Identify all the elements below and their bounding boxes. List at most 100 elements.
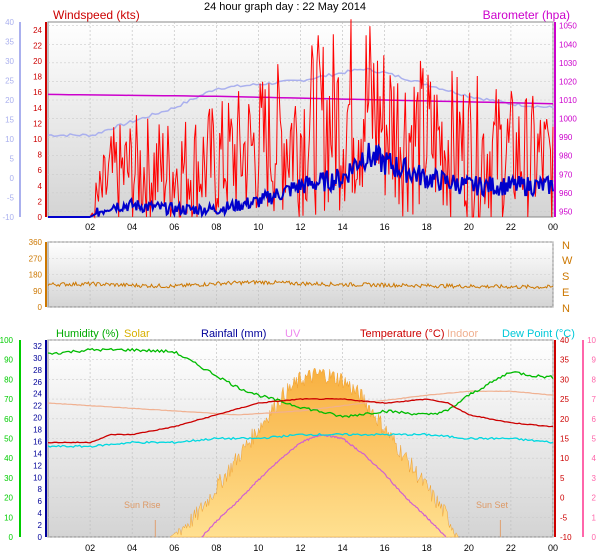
x-tick-label-bottom: 00	[548, 543, 558, 553]
direction-tick: 90	[33, 287, 42, 296]
windspeed-tick: 18	[33, 73, 42, 82]
rainfall-tick: 14	[33, 449, 42, 458]
humidity-tick: 80	[4, 375, 13, 384]
humidity-tick: 30	[4, 474, 13, 483]
windspeed-tick: 6	[38, 166, 43, 175]
windspeed-tick: 24	[33, 26, 42, 35]
barometer-tick: 1050	[559, 22, 577, 31]
rainfall-tick: 6	[38, 497, 43, 506]
compass-label: N	[562, 303, 570, 315]
legend-uv: UV	[285, 328, 301, 340]
x-tick-label-bottom: 02	[85, 543, 95, 553]
humidity-tick: 50	[4, 435, 13, 444]
windspeed-tick: 2	[38, 197, 43, 206]
x-tick-label-bottom: 06	[169, 543, 179, 553]
barometer-label: Barometer (hpa)	[483, 8, 570, 22]
direction-tick: 360	[29, 238, 43, 247]
x-tick-label-top: 16	[380, 222, 390, 232]
legend-rainfall: Rainfall (mm)	[201, 328, 266, 340]
windspeed-line	[48, 19, 554, 219]
x-tick-label-top: 08	[211, 222, 221, 232]
uv-tick: 1	[592, 513, 597, 522]
temperature-tick: 0	[560, 494, 565, 503]
rainfall-tick: 8	[38, 485, 43, 494]
rainfall-tick: 16	[33, 437, 42, 446]
x-tick-label-top: 18	[422, 222, 432, 232]
chart-title: 24 hour graph day : 22 May 2014	[204, 1, 366, 13]
gust-tick: 0	[10, 174, 15, 183]
sunrise-label: Sun Rise	[124, 500, 161, 510]
x-tick-label-bottom: 10	[253, 543, 263, 553]
uv-tick: 7	[592, 395, 597, 404]
barometer-tick: 1010	[559, 96, 577, 105]
barometer-tick: 950	[559, 207, 573, 216]
windspeed-tick: 4	[38, 182, 43, 191]
x-tick-label-bottom: 22	[506, 543, 516, 553]
uv-tick: 2	[592, 494, 597, 503]
temperature-tick: 20	[560, 415, 569, 424]
legend-solar: Solar	[124, 328, 150, 340]
windspeed-tick: 10	[33, 135, 42, 144]
uv-tick: 3	[592, 474, 597, 483]
gust-tick: 20	[5, 96, 14, 105]
barometer-tick: 1040	[559, 40, 577, 49]
rainfall-tick: 24	[33, 390, 42, 399]
windspeed-tick: 14	[33, 104, 42, 113]
humidity-tick: 20	[4, 494, 13, 503]
gust-tick: -5	[7, 194, 15, 203]
rainfall-tick: 28	[33, 366, 42, 375]
x-tick-label-top: 10	[253, 222, 263, 232]
uv-tick: 5	[592, 435, 597, 444]
humidity-tick: 10	[4, 513, 13, 522]
humidity-tick: 60	[4, 415, 13, 424]
humidity-tick: 70	[4, 395, 13, 404]
gust-tick: 40	[5, 18, 14, 27]
compass-label: N	[562, 240, 570, 252]
temperature-tick: 10	[560, 454, 569, 463]
rainfall-tick: 22	[33, 402, 42, 411]
windspeed-label: Windspeed (kts)	[53, 8, 140, 22]
uv-tick: 8	[592, 375, 597, 384]
x-tick-label-bottom: 18	[422, 543, 432, 553]
rainfall-tick: 26	[33, 378, 42, 387]
rainfall-tick: 0	[38, 533, 43, 542]
uv-tick: 4	[592, 454, 597, 463]
compass-label: E	[562, 287, 569, 299]
barometer-tick: 970	[559, 170, 573, 179]
humidity-tick: 40	[4, 454, 13, 463]
x-tick-label-bottom: 04	[127, 543, 137, 553]
gust-tick: 5	[10, 155, 15, 164]
x-tick-label-top: 12	[295, 222, 305, 232]
gust-tick: 35	[5, 38, 14, 47]
temperature-line	[47, 398, 554, 444]
humidity-tick: 0	[9, 533, 14, 542]
x-tick-label-top: 22	[506, 222, 516, 232]
uv-tick: 10	[587, 336, 596, 345]
windspeed-tick: 8	[38, 151, 43, 160]
uv-tick: 9	[592, 356, 597, 365]
rainfall-tick: 12	[33, 461, 42, 470]
direction-tick: 180	[29, 271, 43, 280]
gust-tick: 30	[5, 57, 14, 66]
gust-tick: -10	[2, 213, 14, 222]
temperature-tick: 35	[560, 356, 569, 365]
compass-label: S	[562, 271, 569, 283]
x-tick-label-top: 04	[127, 222, 137, 232]
barometer-tick: 990	[559, 133, 573, 142]
dewpoint-line	[47, 432, 554, 448]
rainfall-tick: 18	[33, 426, 42, 435]
compass-label: W	[562, 255, 573, 267]
rainfall-tick: 10	[33, 473, 42, 482]
barometer-tick: 960	[559, 189, 573, 198]
rainfall-tick: 2	[38, 521, 43, 530]
x-tick-label-top: 00	[548, 222, 558, 232]
temperature-tick: 15	[560, 435, 569, 444]
legend-temperature: Temperature (°C)	[360, 328, 444, 340]
rainfall-tick: 20	[33, 414, 42, 423]
gust-line	[47, 67, 554, 138]
x-tick-label-bottom: 08	[211, 543, 221, 553]
x-tick-label-top: 06	[169, 222, 179, 232]
barometer-tick: 1020	[559, 77, 577, 86]
windspeed-tick: 0	[38, 213, 43, 222]
barometer-tick: 1000	[559, 115, 577, 124]
